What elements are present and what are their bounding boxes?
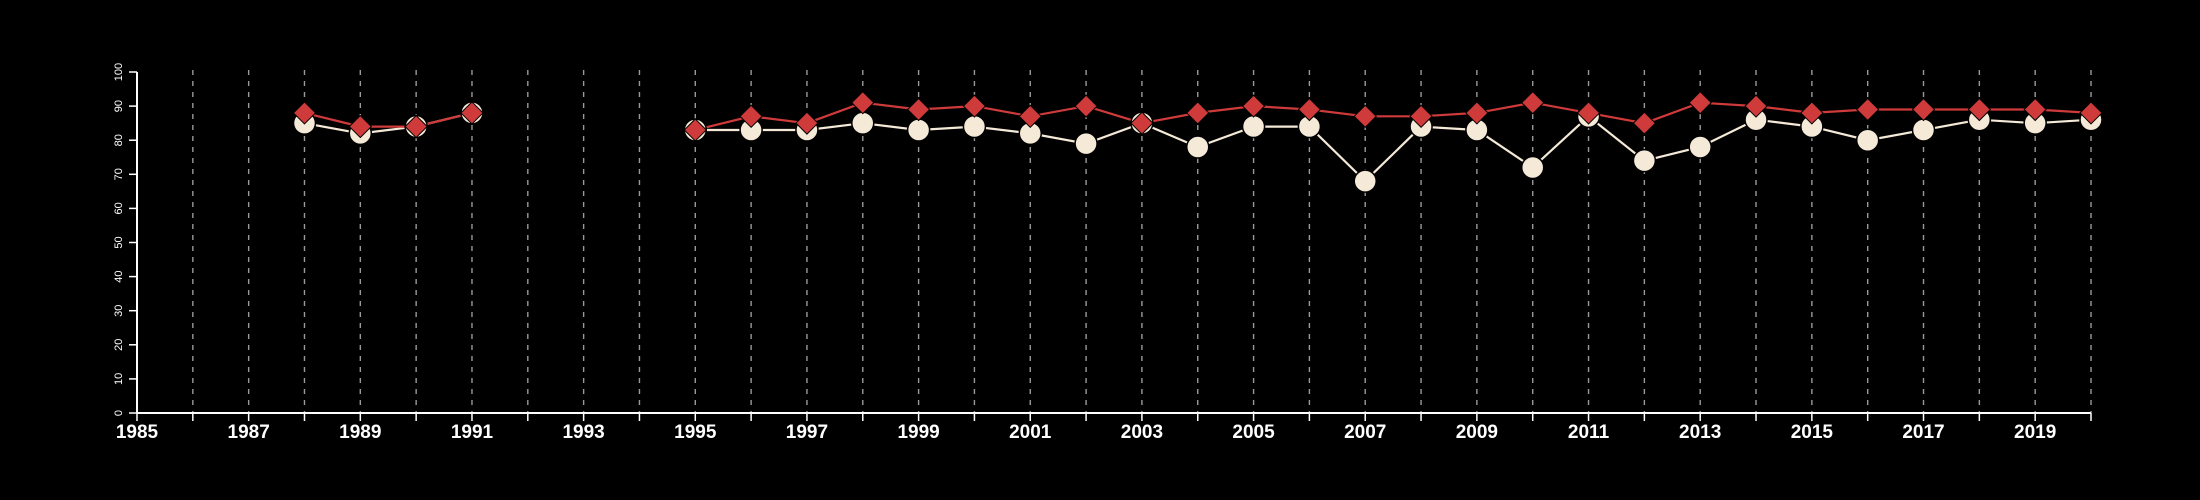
y-tick-label: 80: [113, 134, 125, 146]
data-point-diamond: [1632, 111, 1657, 135]
data-point-circle: [1185, 135, 1210, 159]
data-point-diamond: [1409, 104, 1433, 129]
data-point-diamond: [795, 111, 819, 135]
x-tick-label: 2013: [1679, 422, 1721, 443]
data-point-circle: [1911, 118, 1936, 142]
data-point-diamond: [1018, 104, 1042, 129]
data-point-diamond: [2079, 101, 2103, 125]
data-point-circle: [1632, 148, 1657, 173]
series-1-line: [304, 111, 473, 128]
data-point-diamond: [292, 101, 317, 125]
y-tick-label: 40: [113, 270, 125, 282]
x-tick-label: 2003: [1121, 422, 1163, 443]
data-point-diamond: [1688, 90, 1712, 115]
data-point-diamond: [404, 114, 428, 139]
series-1-line: [695, 101, 2092, 132]
data-point-diamond: [962, 94, 987, 118]
y-tick-label: 30: [113, 305, 125, 317]
data-point-diamond: [2023, 97, 2047, 122]
data-point-circle: [1520, 155, 1545, 180]
data-point-circle: [1074, 131, 1098, 156]
data-point-diamond: [1074, 94, 1098, 118]
data-point-circle: [906, 118, 931, 142]
x-tick-label: 1995: [674, 422, 717, 443]
x-tick-label: 2001: [1009, 422, 1052, 443]
x-tick-label: 2015: [1791, 422, 1834, 443]
y-tick-label: 100: [113, 63, 125, 81]
data-point-diamond: [1130, 111, 1154, 135]
data-point-diamond: [1576, 101, 1601, 125]
data-point-diamond: [851, 90, 875, 115]
x-tick-label: 2009: [1456, 422, 1498, 443]
x-tick-label: 2011: [1568, 422, 1610, 443]
data-point-diamond: [1967, 97, 1992, 122]
x-tick-label: 2019: [2014, 422, 2056, 443]
y-tick-label: 50: [113, 236, 125, 248]
data-point-diamond: [460, 101, 484, 125]
data-point-diamond: [1241, 94, 1266, 118]
data-series: [292, 90, 2103, 193]
y-tick-label: 0: [113, 410, 125, 416]
data-point-diamond: [1911, 97, 1936, 122]
x-tick-label: 1999: [897, 422, 939, 443]
axes: 0 10 20 30 40 50 60 70 80 90 100 1985 1987 1989 1991 19…: [113, 63, 2092, 443]
x-tick-label: 2007: [1344, 422, 1386, 443]
data-point-diamond: [1744, 94, 1768, 118]
series-1-markers: [292, 90, 2103, 142]
y-tick-label: 20: [113, 339, 125, 351]
y-tick-label: 90: [113, 100, 125, 112]
series-0-line: [695, 114, 2092, 183]
data-point-diamond: [683, 118, 707, 142]
x-tick-label: 1997: [786, 422, 828, 443]
data-point-circle: [962, 114, 987, 139]
data-point-diamond: [1800, 101, 1824, 125]
data-point-circle: [1855, 128, 1880, 152]
y-tick-label: 60: [113, 202, 125, 214]
x-tick-label: 1987: [228, 422, 270, 443]
data-point-circle: [851, 111, 875, 135]
data-point-circle: [1353, 169, 1377, 193]
x-tick-label: 1989: [339, 422, 381, 443]
y-tick-label: 10: [113, 373, 125, 385]
data-point-diamond: [1465, 101, 1489, 125]
data-point-diamond: [1521, 90, 1545, 115]
data-point-diamond: [906, 97, 931, 122]
data-point-diamond: [1855, 97, 1880, 122]
data-point-diamond: [1353, 104, 1377, 129]
data-point-circle: [1241, 114, 1266, 139]
data-point-circle: [1688, 135, 1712, 159]
data-point-diamond: [739, 104, 763, 129]
x-tick-label: 2017: [1902, 422, 1944, 443]
series-0-line: [304, 111, 473, 135]
y-tick-label: 70: [113, 168, 125, 180]
data-point-diamond: [348, 114, 373, 139]
x-tick-label: 1993: [562, 422, 604, 443]
x-tick-label: 2005: [1232, 422, 1275, 443]
data-point-diamond: [1297, 97, 1322, 122]
data-point-diamond: [1186, 101, 1210, 125]
x-tick-label: 1991: [451, 422, 494, 443]
x-tick-label: 1985: [116, 422, 159, 443]
